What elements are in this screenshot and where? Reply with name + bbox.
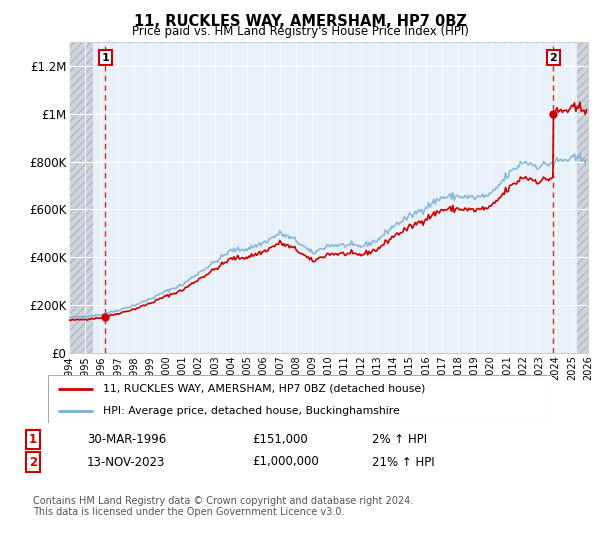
Text: £151,000: £151,000 [252,433,308,446]
Bar [577,42,588,353]
Text: 21% ↑ HPI: 21% ↑ HPI [372,455,434,469]
Text: 30-MAR-1996: 30-MAR-1996 [87,433,166,446]
Text: 11, RUCKLES WAY, AMERSHAM, HP7 0BZ: 11, RUCKLES WAY, AMERSHAM, HP7 0BZ [134,14,466,29]
Text: 2: 2 [29,455,37,469]
Bar [69,42,94,353]
Text: 1: 1 [29,433,37,446]
Text: 1: 1 [101,53,109,63]
Text: 13-NOV-2023: 13-NOV-2023 [87,455,166,469]
Text: Contains HM Land Registry data © Crown copyright and database right 2024.
This d: Contains HM Land Registry data © Crown c… [33,496,413,517]
Text: 2% ↑ HPI: 2% ↑ HPI [372,433,427,446]
FancyBboxPatch shape [48,375,552,423]
Text: Price paid vs. HM Land Registry's House Price Index (HPI): Price paid vs. HM Land Registry's House … [131,25,469,38]
Text: £1,000,000: £1,000,000 [252,455,319,469]
Text: 2: 2 [550,53,557,63]
Text: 11, RUCKLES WAY, AMERSHAM, HP7 0BZ (detached house): 11, RUCKLES WAY, AMERSHAM, HP7 0BZ (deta… [103,384,426,394]
Text: HPI: Average price, detached house, Buckinghamshire: HPI: Average price, detached house, Buck… [103,406,400,416]
